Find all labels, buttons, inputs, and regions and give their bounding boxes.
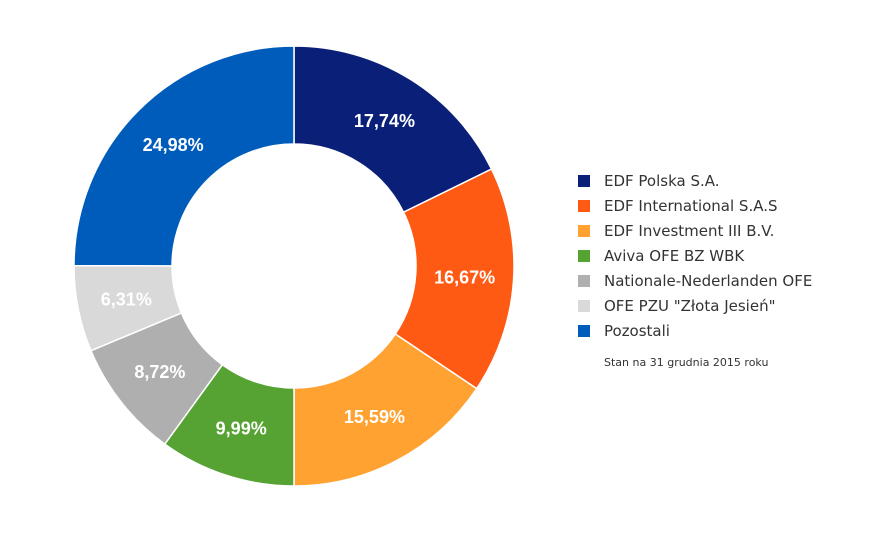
slice-value-label: 9,99% — [216, 419, 267, 439]
slice-value-label: 6,31% — [101, 289, 152, 309]
legend-label: EDF International S.A.S — [604, 196, 778, 215]
legend-swatch — [578, 299, 590, 312]
legend-label: Aviva OFE BZ WBK — [604, 246, 745, 265]
donut-slice[interactable] — [394, 168, 515, 390]
legend-swatch — [578, 249, 590, 262]
slice-value-label: 24,98% — [143, 135, 204, 155]
legend-item[interactable]: EDF Investment III B.V. — [578, 218, 812, 243]
legend-label: EDF Investment III B.V. — [604, 221, 775, 240]
date-note: Stan na 31 grudnia 2015 roku — [604, 356, 769, 369]
donut-labels: 17,74% 16,67% 15,59% 9,99% 8,72% 6,31% 24,98% — [101, 111, 495, 439]
legend-item[interactable]: Nationale-Nederlanden OFE — [578, 268, 812, 293]
legend-item[interactable]: EDF International S.A.S — [578, 193, 812, 218]
donut-slice[interactable] — [293, 332, 478, 487]
legend-item[interactable]: Pozostali — [578, 318, 812, 343]
legend-swatch — [578, 199, 590, 212]
chart-legend: EDF Polska S.A. EDF International S.A.S ED… — [578, 168, 812, 343]
legend-item[interactable]: Aviva OFE BZ WBK — [578, 243, 812, 268]
legend-label: Nationale-Nederlanden OFE — [604, 271, 813, 290]
legend-swatch — [578, 224, 590, 237]
donut-slice[interactable] — [73, 45, 295, 267]
legend-label: Pozostali — [604, 321, 670, 340]
legend-swatch — [578, 174, 590, 187]
slice-value-label: 17,74% — [354, 111, 415, 131]
donut-slices — [73, 45, 515, 487]
legend-item[interactable]: EDF Polska S.A. — [578, 168, 812, 193]
legend-item[interactable]: OFE PZU "Złota Jesień" — [578, 293, 812, 318]
legend-label: OFE PZU "Złota Jesień" — [604, 296, 776, 315]
legend-swatch — [578, 274, 590, 287]
donut-slice[interactable] — [293, 45, 493, 214]
legend-swatch — [578, 324, 590, 337]
slice-value-label: 16,67% — [434, 268, 495, 288]
slice-value-label: 8,72% — [134, 362, 185, 382]
legend-label: EDF Polska S.A. — [604, 171, 720, 190]
slice-value-label: 15,59% — [344, 407, 405, 427]
